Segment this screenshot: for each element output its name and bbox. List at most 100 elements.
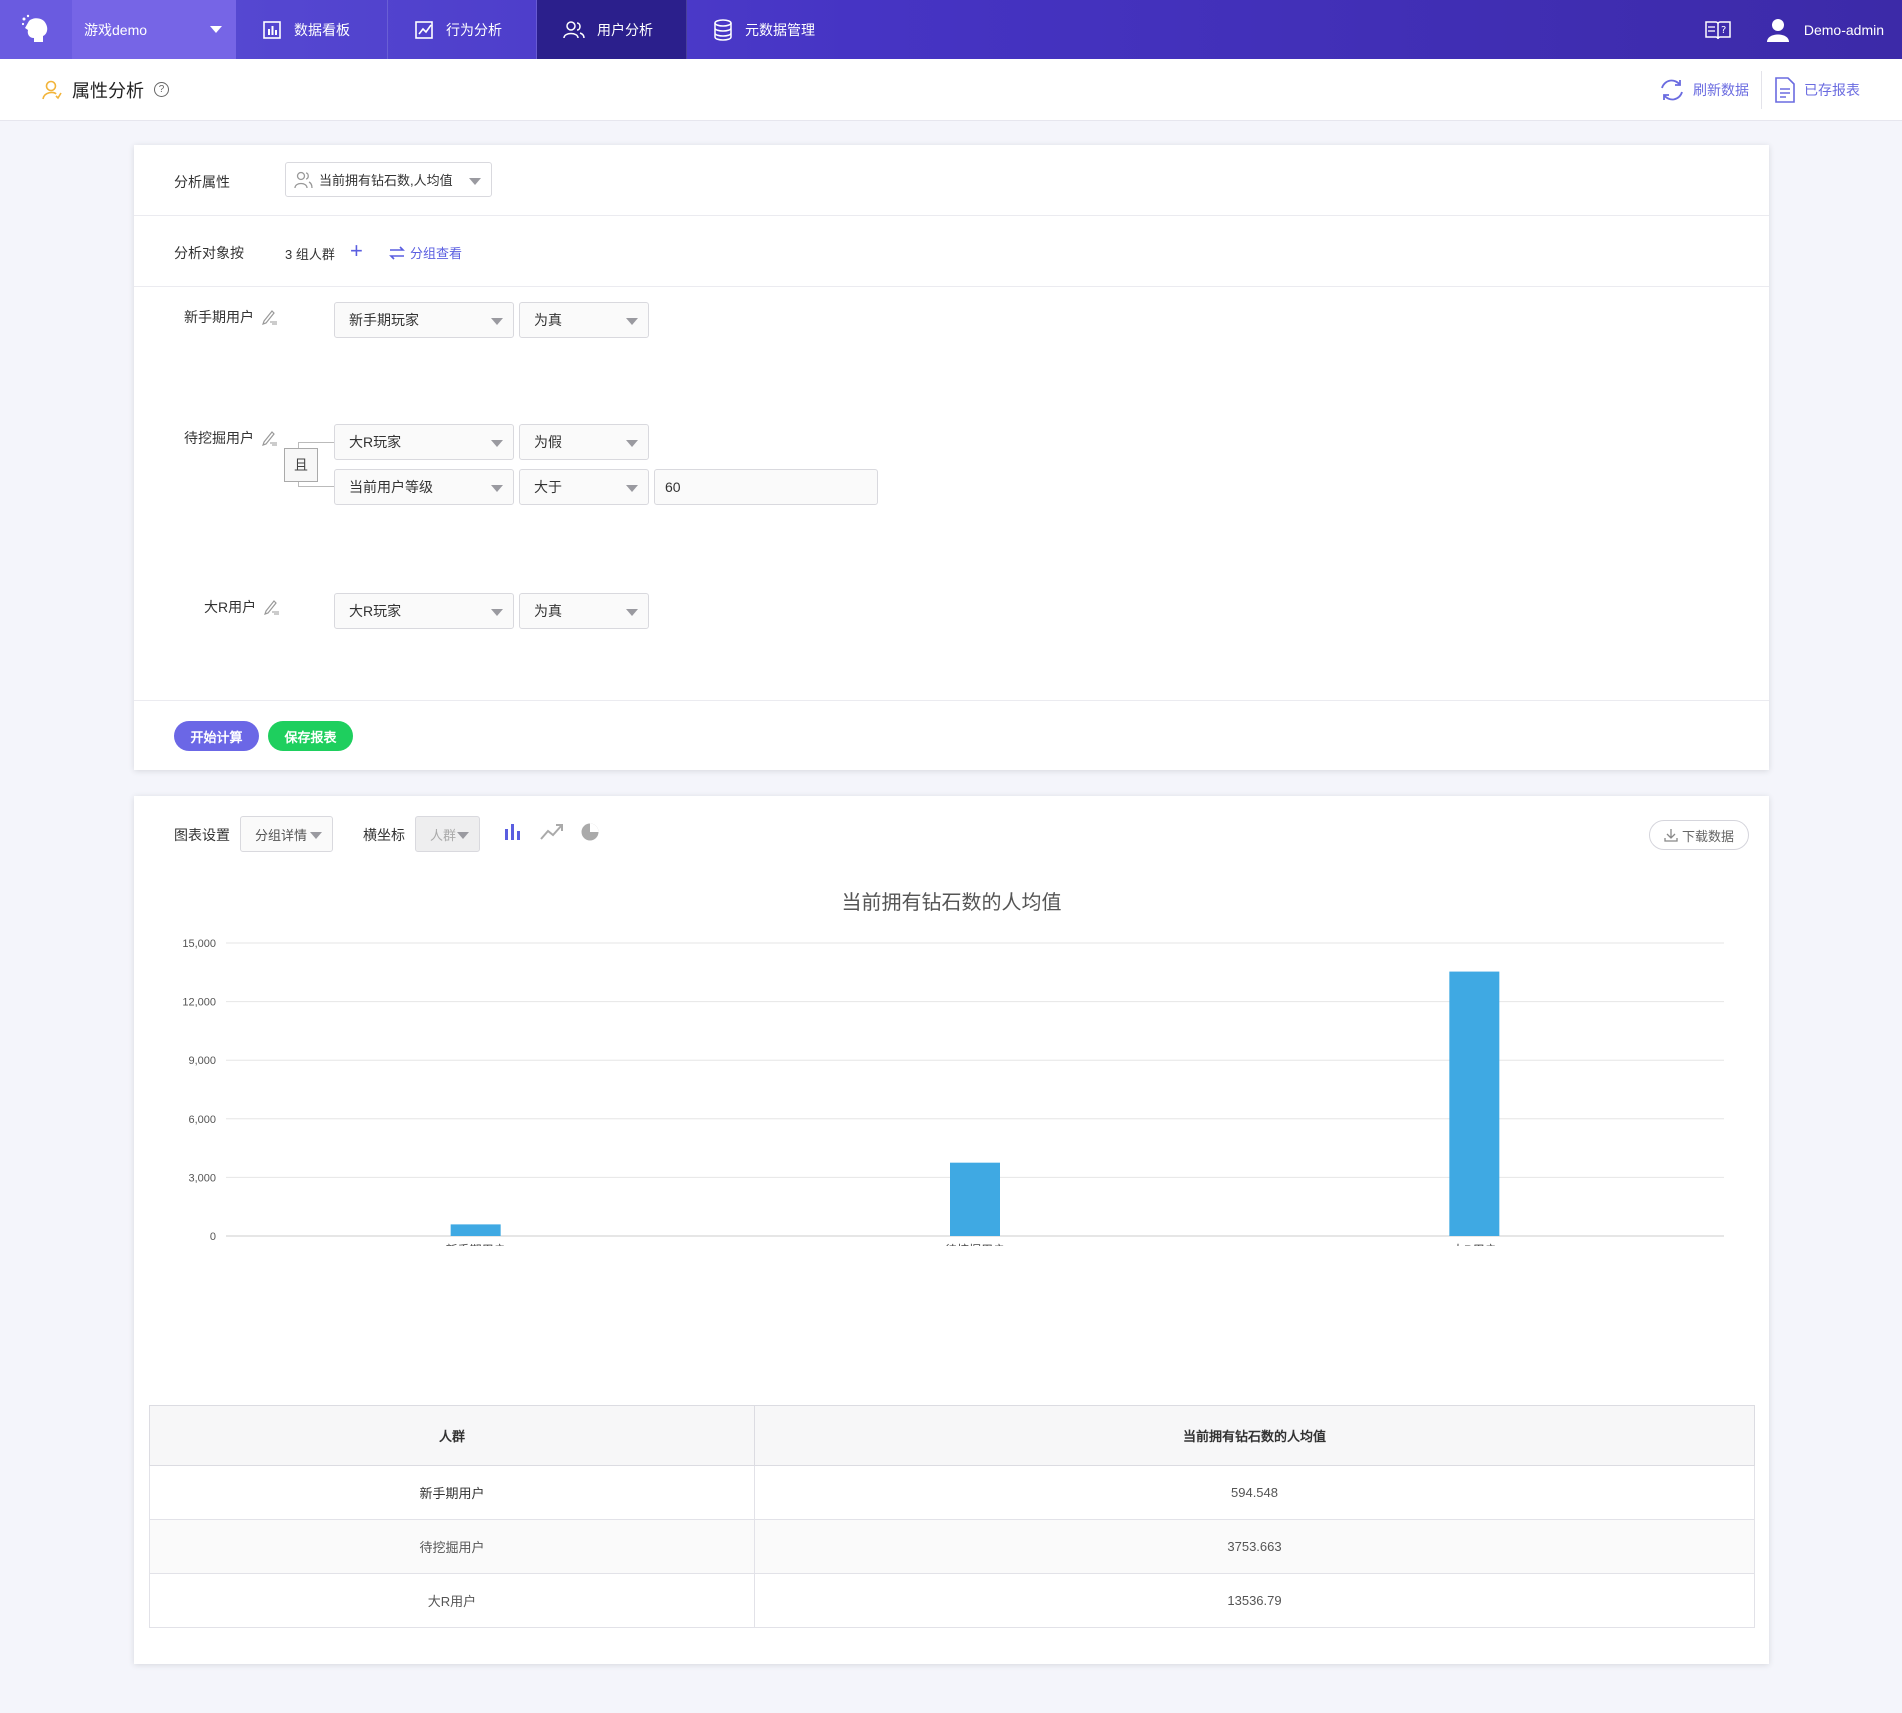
swap-icon [389,245,405,260]
edit-icon[interactable] [262,309,278,325]
divider [134,700,1769,701]
condition-field-select[interactable]: 大R玩家 [334,593,514,629]
nav-right: ? Demo-admin [1704,0,1902,59]
y-tick-label: 9,000 [188,1055,216,1067]
chevron-down-icon [626,440,638,447]
condition-field-select[interactable]: 新手期玩家 [334,302,514,338]
chevron-down-icon [626,609,638,616]
project-name: 游戏demo [84,21,148,38]
add-group-icon[interactable]: + [350,238,363,263]
nav-item-metadata[interactable]: 元数据管理 [687,0,857,59]
start-calc-button[interactable]: 开始计算 [174,721,259,751]
chart-area: 当前拥有钻石数的人均值 0 3,000 6,000 9,000 12,000 15,000… [134,866,1769,1246]
x-tick-label: 新手期用户 [446,1242,506,1246]
bar[interactable] [450,1224,501,1236]
user-menu[interactable]: Demo-admin [1766,18,1884,42]
bar[interactable] [1449,971,1500,1236]
condition-op: 大于 [534,479,562,495]
page-title-group: 属性分析 ? [42,77,169,103]
group-view-link[interactable]: 分组查看 [389,243,462,262]
table-header: 当前拥有钻石数的人均值 [754,1405,1755,1466]
condition-field-select[interactable]: 当前用户等级 [334,469,514,505]
trend-chart-icon [415,20,433,39]
condition-op-select[interactable]: 为真 [519,302,649,338]
x-tick-label: 待挖掘用户 [945,1242,1005,1246]
condition-op: 为真 [534,603,562,619]
group-view-label: 分组查看 [410,246,463,261]
edit-icon[interactable] [264,599,280,615]
attribute-select[interactable]: 当前拥有钻石数,人均值 [285,162,492,197]
user-avatar-icon [1766,18,1789,42]
condition-field-select[interactable]: 大R玩家 [334,424,514,460]
condition-op-select[interactable]: 为真 [519,593,649,629]
download-icon [1664,829,1678,842]
logic-label: 且 [294,457,308,473]
condition-value: 60 [665,479,681,495]
app-logo[interactable] [0,0,72,59]
refresh-data-button[interactable]: 刷新数据 [1647,77,1761,103]
divider [134,286,1769,287]
xaxis-label: 横坐标 [363,827,405,843]
nav-item-user-analysis[interactable]: 用户分析 [537,0,687,59]
condition-op-select[interactable]: 为假 [519,424,649,460]
bar[interactable] [950,1162,1000,1236]
condition-field: 新手期玩家 [349,312,419,328]
chevron-down-icon [210,26,222,33]
group-name-1: 新手期用户 [184,307,278,327]
chevron-down-icon [469,178,481,185]
user-name: Demo-admin [1803,21,1884,38]
chart-title: 当前拥有钻石数的人均值 [841,892,1062,914]
condition-op-select[interactable]: 大于 [519,469,649,505]
chart-card: 图表设置 分组详情 横坐标 人群 下载数据 当前拥有钻石数的人均值 0 3,000… [134,796,1769,1664]
download-data-button[interactable]: 下载数据 [1649,820,1749,850]
download-label: 下载数据 [1681,828,1734,844]
divider [134,215,1769,216]
analysis-config-card: 分析属性 当前拥有钻石数,人均值 分析对象按 3 组人群 + 分组查看 新手期用… [134,145,1769,770]
chart-settings-label: 图表设置 [174,827,230,843]
condition-value-input[interactable]: 60 [654,469,878,505]
database-icon [714,18,732,41]
divider [1761,70,1762,109]
svg-text:?: ? [1721,25,1726,36]
attribute-value: 当前拥有钻石数,人均值 [319,173,453,188]
table-header: 人群 [149,1405,755,1466]
nav-label: 用户分析 [597,21,653,38]
bar-chart-icon[interactable] [502,822,524,842]
saved-reports-button[interactable]: 已存报表 [1762,76,1872,103]
group-name-3: 大R用户 [204,597,280,617]
nav-item-dashboard[interactable]: 数据看板 [236,0,388,59]
xaxis-select[interactable]: 人群 [415,816,480,852]
table-cell: 大R用户 [149,1573,755,1628]
nav-item-behavior[interactable]: 行为分析 [388,0,537,59]
y-tick-label: 3,000 [188,1172,216,1184]
sub-actions: 刷新数据 已存报表 [1647,59,1872,120]
line-chart-icon[interactable] [540,822,564,842]
chart-mode-select[interactable]: 分组详情 [240,816,333,852]
nav-label: 数据看板 [294,21,350,38]
nav-label: 元数据管理 [745,21,815,38]
data-table: 人群 当前拥有钻石数的人均值 新手期用户 594.548 待挖掘用户 3753.… [149,1405,1755,1628]
table-cell: 594.548 [754,1465,1755,1520]
edit-icon[interactable] [262,430,278,446]
chevron-down-icon [626,485,638,492]
help-doc-icon[interactable]: ? [1704,19,1732,41]
table-cell: 待挖掘用户 [149,1519,755,1574]
question-icon[interactable]: ? [154,82,169,97]
chart-mode-value: 分组详情 [255,827,308,843]
condition-field: 大R玩家 [349,603,402,619]
bar-chart-icon [263,20,281,39]
saved-reports-label: 已存报表 [1804,81,1860,98]
logic-and-toggle[interactable]: 且 [284,448,318,482]
chevron-down-icon [626,318,638,325]
group-count: 3 组人群 [285,247,335,262]
pie-chart-icon[interactable] [580,822,600,842]
condition-field: 大R玩家 [349,434,402,450]
group-name-2: 待挖掘用户 [184,428,278,448]
page-title: 属性分析 [72,80,144,101]
table-cell: 13536.79 [754,1573,1755,1628]
save-report-button[interactable]: 保存报表 [268,721,353,751]
users-icon [294,171,313,188]
project-selector[interactable]: 游戏demo [72,0,236,59]
table-row: 新手期用户 594.548 [149,1465,1755,1520]
table-row: 待挖掘用户 3753.663 [149,1519,1755,1574]
